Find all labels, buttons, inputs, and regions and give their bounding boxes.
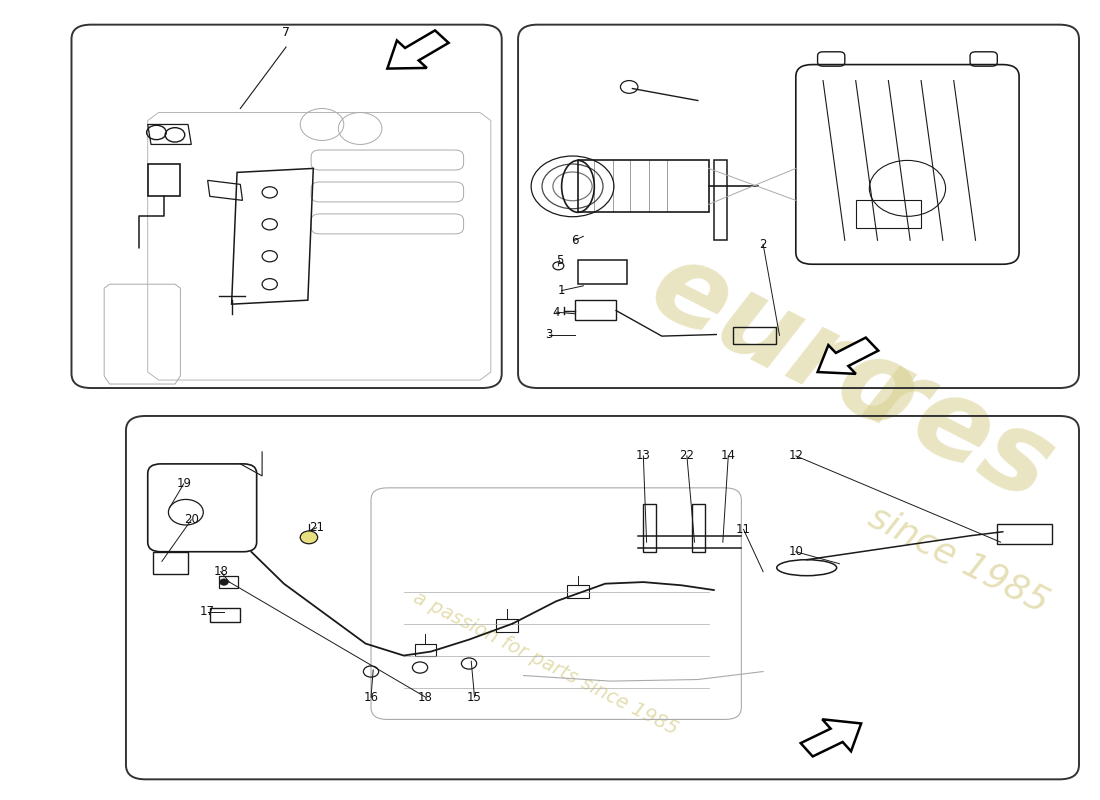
Circle shape: [220, 579, 229, 586]
Polygon shape: [817, 338, 878, 374]
Bar: [692, 504, 705, 552]
Bar: [568, 586, 588, 598]
Polygon shape: [801, 719, 861, 757]
Text: euro: euro: [634, 231, 936, 457]
Text: 4: 4: [552, 306, 560, 318]
Text: 6: 6: [571, 234, 579, 246]
Bar: [415, 643, 437, 656]
Bar: [147, 165, 180, 196]
Text: 18: 18: [418, 690, 433, 703]
Bar: [998, 524, 1052, 544]
Text: res: res: [847, 340, 1071, 524]
Text: 22: 22: [680, 450, 694, 462]
Polygon shape: [387, 30, 449, 69]
Text: 13: 13: [636, 450, 651, 462]
Text: 10: 10: [789, 546, 803, 558]
Text: 2: 2: [759, 238, 767, 250]
Bar: [644, 504, 657, 552]
Bar: [856, 200, 921, 228]
Text: 3: 3: [544, 328, 552, 341]
Text: 20: 20: [184, 514, 199, 526]
Text: 12: 12: [789, 450, 803, 462]
Text: 21: 21: [309, 522, 324, 534]
Bar: [578, 260, 627, 284]
Bar: [733, 326, 777, 344]
Text: 14: 14: [720, 450, 736, 462]
Text: 16: 16: [363, 690, 378, 703]
Text: 1: 1: [558, 284, 565, 297]
Text: 17: 17: [200, 605, 216, 618]
Text: 18: 18: [213, 566, 228, 578]
Text: 15: 15: [468, 690, 482, 703]
Circle shape: [300, 531, 318, 544]
Bar: [153, 552, 188, 574]
Text: a passion for parts since 1985: a passion for parts since 1985: [410, 588, 681, 739]
Bar: [496, 619, 518, 631]
Bar: [574, 300, 616, 320]
Bar: [578, 161, 708, 212]
Text: since 1985: since 1985: [864, 500, 1055, 620]
Text: 7: 7: [282, 26, 290, 39]
Text: 19: 19: [176, 478, 191, 490]
Bar: [210, 608, 240, 622]
Bar: [219, 577, 238, 588]
Text: 5: 5: [556, 254, 563, 266]
Text: 11: 11: [736, 523, 751, 536]
Bar: [714, 161, 727, 240]
